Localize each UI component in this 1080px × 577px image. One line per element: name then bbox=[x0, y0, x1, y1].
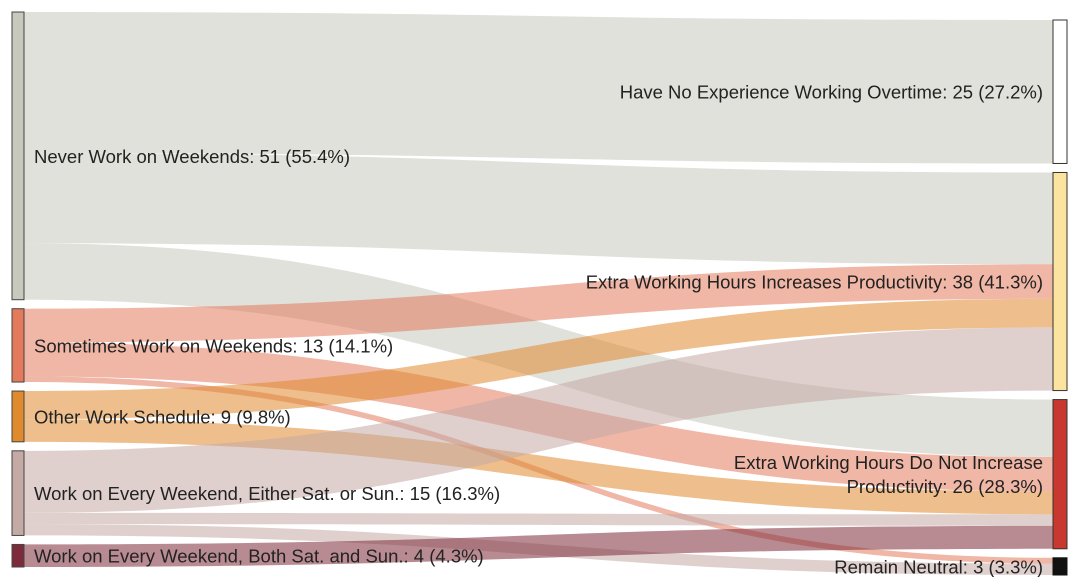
source-label-both: Work on Every Weekend, Both Sat. and Sun… bbox=[34, 546, 484, 567]
target-node-increase bbox=[1052, 171, 1068, 392]
flow-other-to-increase bbox=[24, 298, 1053, 420]
node-layer bbox=[11, 11, 1068, 576]
source-node-never bbox=[11, 11, 25, 301]
flow-either-to-increase bbox=[24, 327, 1053, 513]
target-label-notinc-line-1: Extra Working Hours Do Not Increase bbox=[734, 452, 1043, 473]
target-node-neutral bbox=[1052, 557, 1068, 576]
source-node-either bbox=[11, 450, 25, 536]
label-layer: Never Work on Weekends: 51 (55.4%) Someti… bbox=[34, 82, 1043, 577]
target-label-noexp: Have No Experience Working Overtime: 25 … bbox=[620, 82, 1043, 103]
flow-never-to-increase bbox=[24, 153, 1053, 265]
flow-sometimes-to-increase bbox=[24, 264, 1053, 343]
target-label-notinc-line-2: Productivity: 26 (28.3%) bbox=[847, 476, 1043, 497]
flow-either-to-notinc bbox=[24, 512, 1053, 526]
flow-both-to-notinc bbox=[24, 525, 1053, 567]
source-node-other bbox=[11, 390, 25, 443]
flow-never-to-noexp bbox=[24, 12, 1053, 164]
source-label-sometimes: Sometimes Work on Weekends: 13 (14.1%) bbox=[34, 335, 393, 356]
target-label-increase: Extra Working Hours Increases Productivi… bbox=[586, 272, 1043, 293]
source-node-sometimes bbox=[11, 308, 25, 383]
source-label-other: Other Work Schedule: 9 (9.8%) bbox=[34, 406, 291, 427]
target-label-neutral: Remain Neutral: 3 (3.3%) bbox=[834, 556, 1043, 577]
target-node-notinc bbox=[1052, 399, 1068, 550]
flow-layer bbox=[24, 12, 1053, 575]
source-label-either: Work on Every Weekend, Either Sat. or Su… bbox=[34, 483, 500, 504]
target-node-noexp bbox=[1052, 19, 1068, 164]
source-label-never: Never Work on Weekends: 51 (55.4%) bbox=[34, 146, 350, 167]
source-node-both bbox=[11, 543, 25, 568]
